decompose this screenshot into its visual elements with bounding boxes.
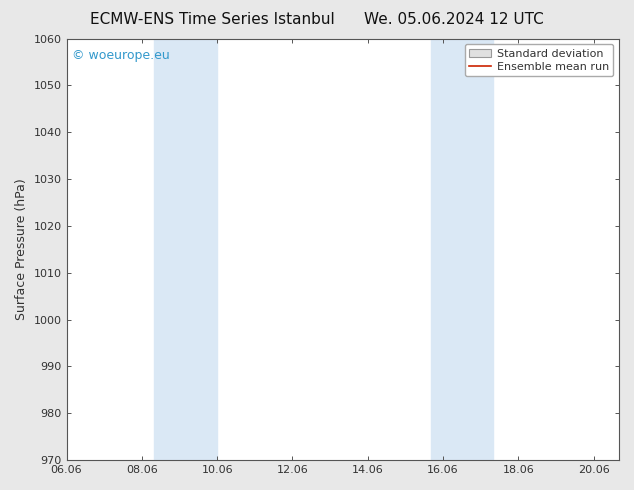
Legend: Standard deviation, Ensemble mean run: Standard deviation, Ensemble mean run (465, 44, 614, 76)
Text: ECMW-ENS Time Series Istanbul      We. 05.06.2024 12 UTC: ECMW-ENS Time Series Istanbul We. 05.06.… (90, 12, 544, 27)
Bar (430, 39, 493, 460)
Text: © woeurope.eu: © woeurope.eu (72, 49, 170, 62)
Bar (154, 39, 217, 460)
Y-axis label: Surface Pressure (hPa): Surface Pressure (hPa) (15, 178, 28, 320)
